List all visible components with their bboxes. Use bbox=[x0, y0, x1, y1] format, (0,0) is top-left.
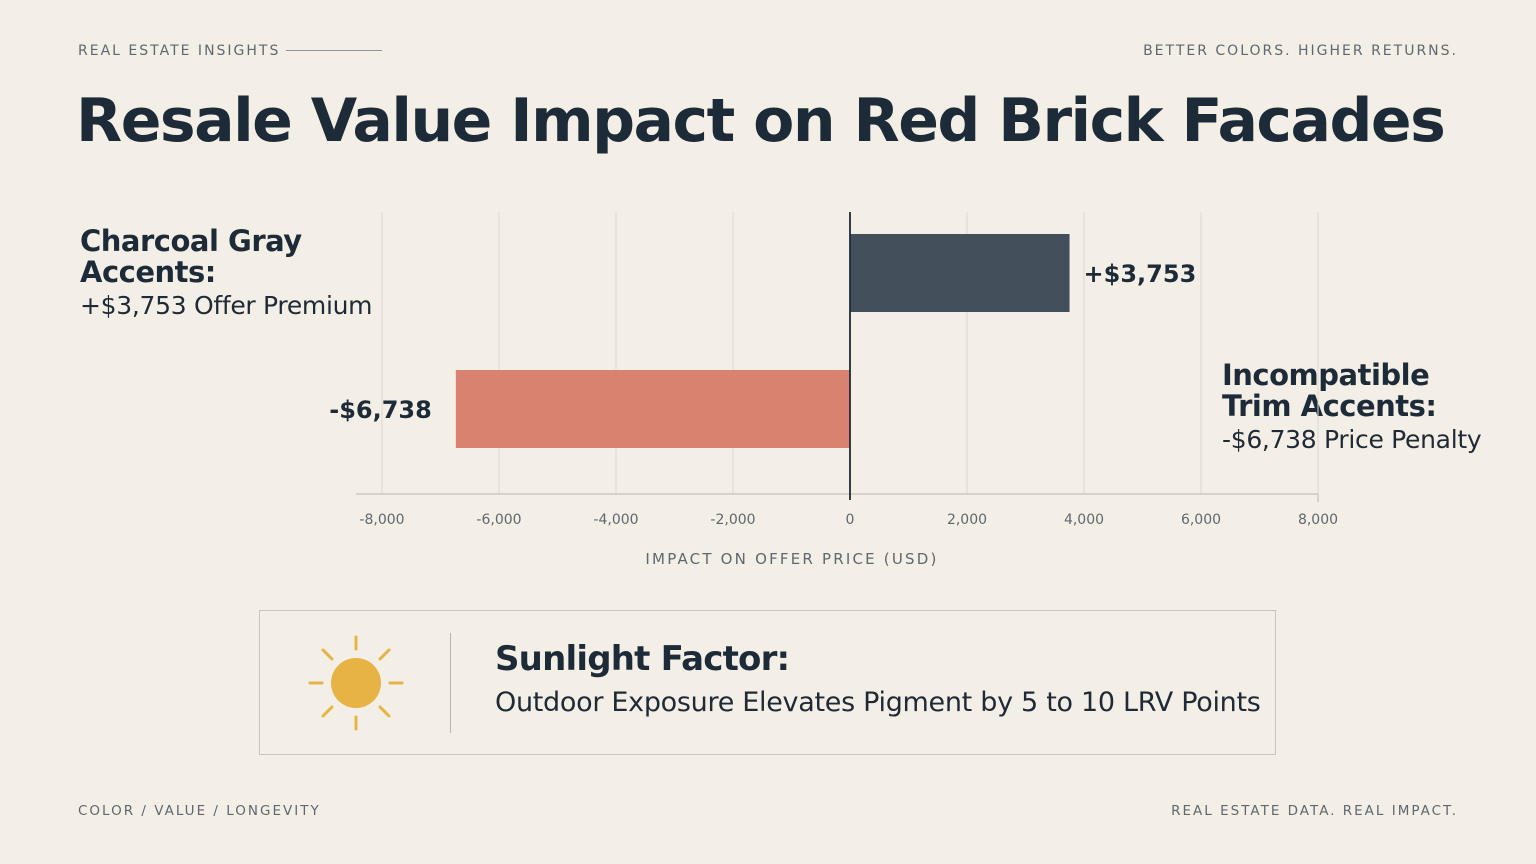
x-tick-label: 4,000 bbox=[1064, 512, 1104, 528]
x-tick-label: -4,000 bbox=[593, 512, 638, 528]
panel-heading: Sunlight Factor: bbox=[495, 639, 790, 679]
callout-charcoal-gray: Charcoal Gray Accents: +$3,753 Offer Pre… bbox=[80, 226, 400, 324]
x-tick-label: -8,000 bbox=[359, 512, 404, 528]
sun-icon bbox=[308, 635, 404, 731]
bar-chart: -8,000 -6,000 -4,000 -2,000 0 2,000 4,000 6,000… bbox=[329, 212, 1338, 568]
x-tick-label: -6,000 bbox=[476, 512, 521, 528]
kicker-label: REAL ESTATE INSIGHTS bbox=[78, 43, 281, 59]
x-axis-title: IMPACT ON OFFER PRICE (USD) bbox=[645, 550, 938, 568]
footer-tags: COLOR / VALUE / LONGEVITY bbox=[78, 803, 321, 819]
x-tick-label: 8,000 bbox=[1298, 512, 1338, 528]
callout-heading: Charcoal Gray Accents: bbox=[80, 224, 302, 289]
kicker-rule bbox=[286, 50, 382, 51]
panel-body: Outdoor Exposure Elevates Pigment by 5 t… bbox=[495, 687, 1261, 718]
bar bbox=[850, 234, 1070, 312]
callout-subtext: -$6,738 Price Penalty bbox=[1222, 425, 1482, 454]
callout-subtext: +$3,753 Offer Premium bbox=[80, 291, 373, 320]
x-tick-label: 2,000 bbox=[947, 512, 987, 528]
tagline: BETTER COLORS. HIGHER RETURNS. bbox=[1143, 43, 1458, 59]
x-tick-label: 6,000 bbox=[1181, 512, 1221, 528]
callout-heading: Incompatible Trim Accents: bbox=[1222, 358, 1437, 423]
callout-incompatible-trim: Incompatible Trim Accents: -$6,738 Price… bbox=[1222, 360, 1502, 458]
bar-data-label: +$3,753 bbox=[1084, 260, 1197, 288]
bar-data-label: -$6,738 bbox=[329, 396, 432, 424]
x-tick-label: 0 bbox=[846, 512, 855, 528]
bar bbox=[455, 370, 850, 448]
panel-divider bbox=[450, 633, 451, 733]
sunlight-factor-panel: Sunlight Factor: Outdoor Exposure Elevat… bbox=[259, 610, 1276, 755]
x-tick-label: -2,000 bbox=[710, 512, 755, 528]
page-title: Resale Value Impact on Red Brick Facades bbox=[76, 86, 1446, 156]
footer-tagline: REAL ESTATE DATA. REAL IMPACT. bbox=[1171, 803, 1458, 819]
